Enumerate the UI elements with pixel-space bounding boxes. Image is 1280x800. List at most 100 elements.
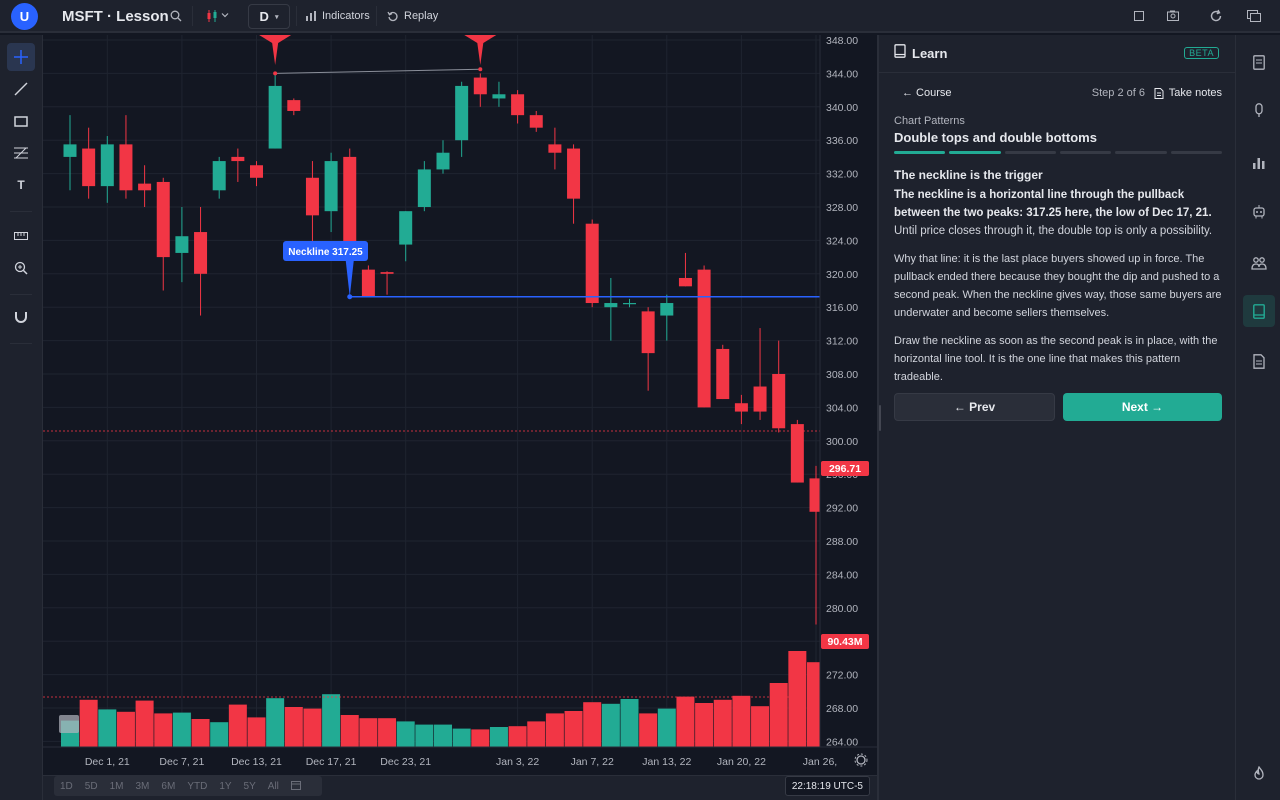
range-1y[interactable]: 1Y bbox=[219, 780, 232, 792]
crosshair-icon[interactable] bbox=[7, 43, 35, 71]
candle-body[interactable] bbox=[678, 277, 692, 287]
candle-body[interactable] bbox=[623, 303, 636, 305]
range-5y[interactable]: 5Y bbox=[243, 780, 256, 792]
candle-body[interactable] bbox=[417, 169, 431, 207]
candle-body[interactable] bbox=[697, 269, 711, 408]
candle-body[interactable] bbox=[138, 183, 152, 191]
candle-body[interactable] bbox=[529, 115, 543, 128]
robot-icon[interactable] bbox=[1243, 195, 1275, 227]
range-1d[interactable]: 1D bbox=[60, 780, 73, 792]
fib-icon[interactable] bbox=[7, 139, 35, 167]
candle-body[interactable] bbox=[790, 424, 804, 483]
indicators-button[interactable]: Indicators bbox=[305, 10, 370, 22]
time-axis[interactable] bbox=[43, 747, 877, 775]
snapshot-icon[interactable] bbox=[1167, 10, 1179, 21]
candle-body[interactable] bbox=[548, 144, 562, 153]
magnet-icon[interactable] bbox=[7, 303, 35, 331]
prev-button[interactable]: ← Prev bbox=[894, 393, 1055, 421]
candle-body[interactable] bbox=[511, 94, 525, 116]
candle-body[interactable] bbox=[156, 181, 170, 258]
notes-icon[interactable] bbox=[1243, 345, 1275, 377]
panel-resize-handle[interactable] bbox=[879, 405, 881, 431]
candle-body[interactable] bbox=[100, 144, 114, 187]
candle-body[interactable] bbox=[287, 100, 301, 111]
search-icon[interactable] bbox=[170, 10, 182, 22]
back-to-course-link[interactable]: ← Course bbox=[902, 87, 952, 99]
rectangle-icon[interactable] bbox=[7, 107, 35, 135]
candle-body[interactable] bbox=[63, 144, 77, 157]
alarm-icon[interactable] bbox=[1243, 94, 1275, 126]
candle-body[interactable] bbox=[734, 403, 748, 412]
range-ytd[interactable]: YTD bbox=[187, 780, 208, 792]
people-icon[interactable] bbox=[1243, 247, 1275, 279]
candle-body[interactable] bbox=[399, 211, 413, 245]
interval-select[interactable]: D ▾ bbox=[248, 4, 290, 29]
candle-body[interactable] bbox=[380, 272, 394, 274]
gear-icon[interactable] bbox=[854, 753, 868, 767]
candle-body[interactable] bbox=[212, 161, 226, 191]
replay-button[interactable]: Replay bbox=[387, 10, 438, 22]
range-1m[interactable]: 1M bbox=[109, 780, 124, 792]
avatar[interactable]: U bbox=[11, 3, 38, 30]
text-icon[interactable]: T bbox=[17, 178, 25, 192]
trend-line-icon[interactable] bbox=[7, 75, 35, 103]
chevron-down-icon[interactable] bbox=[221, 11, 229, 19]
volume-bar bbox=[303, 708, 322, 747]
candles-icon[interactable] bbox=[205, 9, 219, 23]
candle-body[interactable] bbox=[268, 85, 282, 149]
candle-body[interactable] bbox=[716, 348, 730, 400]
candle-body[interactable] bbox=[119, 144, 133, 191]
symbol-title[interactable]: MSFT · Lesson bbox=[62, 8, 169, 25]
candle-body[interactable] bbox=[753, 386, 767, 412]
candle-body[interactable] bbox=[305, 177, 319, 216]
candle-body[interactable] bbox=[455, 85, 469, 141]
range-all[interactable]: All bbox=[267, 780, 279, 792]
range-5d[interactable]: 5D bbox=[84, 780, 98, 792]
take-notes-button[interactable]: Take notes bbox=[1154, 87, 1222, 99]
candle-body[interactable] bbox=[492, 94, 506, 99]
zoom-icon[interactable] bbox=[7, 254, 35, 282]
candle-body[interactable] bbox=[231, 156, 245, 162]
learn-book-icon[interactable] bbox=[1243, 295, 1275, 327]
next-button[interactable]: Next → bbox=[1063, 393, 1222, 421]
candle-body[interactable] bbox=[473, 77, 487, 95]
range-6m[interactable]: 6M bbox=[161, 780, 176, 792]
chart-icon[interactable] bbox=[1243, 146, 1275, 178]
candle-body[interactable] bbox=[585, 223, 599, 304]
candle-body[interactable] bbox=[82, 148, 96, 187]
fullscreen-icon[interactable] bbox=[1134, 11, 1144, 21]
candle-body[interactable] bbox=[361, 269, 375, 297]
price-axis[interactable] bbox=[820, 35, 877, 747]
candle-body[interactable] bbox=[343, 156, 357, 245]
ruler-icon[interactable] bbox=[7, 222, 35, 250]
price-tick-label: 304.00 bbox=[826, 402, 858, 414]
peak-point bbox=[273, 71, 278, 76]
window-icon[interactable] bbox=[1247, 10, 1261, 22]
candle-body[interactable] bbox=[772, 374, 786, 429]
reload-icon[interactable] bbox=[1209, 9, 1223, 23]
candle-body[interactable] bbox=[175, 236, 189, 253]
range-3m[interactable]: 3M bbox=[135, 780, 150, 792]
price-chart[interactable]: Neckline 317.25 348.00 344.00 340.00 336.00 3… bbox=[43, 35, 877, 775]
candle-body[interactable] bbox=[641, 311, 655, 354]
watchlist-icon[interactable] bbox=[1243, 46, 1275, 78]
neckline-anchor[interactable] bbox=[347, 294, 353, 300]
calendar-icon[interactable] bbox=[285, 780, 307, 793]
clock-display[interactable]: 22:18:19 UTC-5 bbox=[784, 776, 870, 796]
candle-body[interactable] bbox=[567, 148, 581, 199]
neckline-label-box[interactable] bbox=[283, 241, 368, 261]
candle-body[interactable] bbox=[250, 165, 263, 178]
peak-trend-line[interactable] bbox=[275, 68, 481, 74]
candle-body[interactable] bbox=[809, 478, 823, 512]
candle-body[interactable] bbox=[194, 232, 208, 274]
volume-bar bbox=[191, 719, 210, 747]
bottom-toolbar: 1D 5D 1M 3M 6M YTD 1Y 5Y All 22:18:19 UTC-5 bbox=[43, 775, 877, 800]
chart-pane[interactable]: Neckline 317.25 348.00 344.00 340.00 336.00 3… bbox=[43, 35, 877, 775]
flame-icon[interactable] bbox=[1243, 757, 1275, 789]
candle-body[interactable] bbox=[604, 303, 618, 308]
candle-body[interactable] bbox=[660, 303, 674, 316]
candle-body[interactable] bbox=[324, 161, 338, 212]
peak-marker bbox=[464, 35, 497, 65]
candle-body[interactable] bbox=[436, 152, 450, 170]
